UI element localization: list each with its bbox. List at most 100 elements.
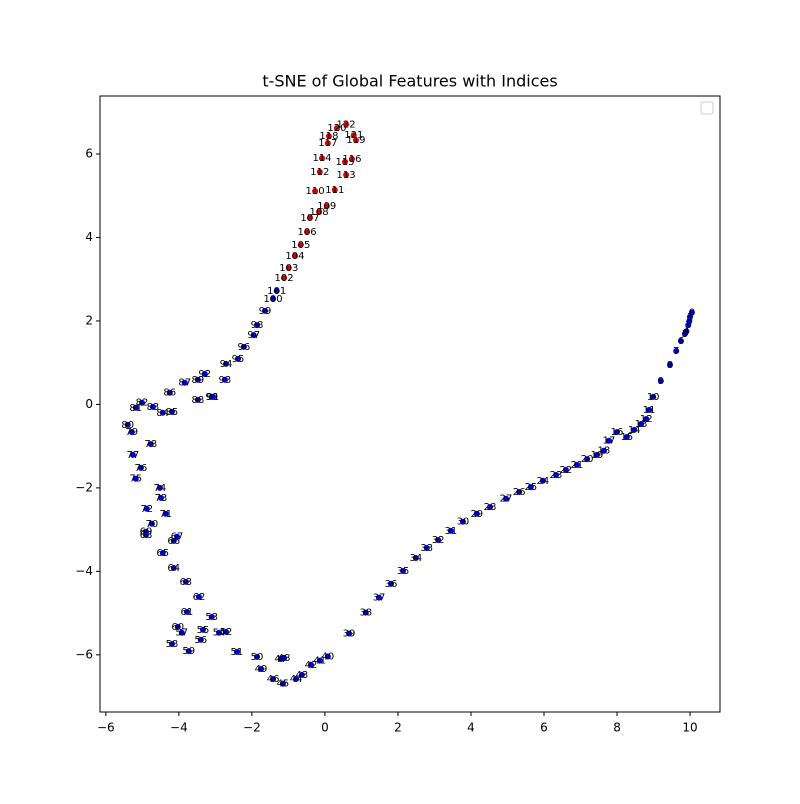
point (486, 504, 493, 511)
x-tick-label: 8 (613, 721, 621, 735)
point (222, 360, 229, 367)
point-label: 0 (689, 308, 695, 319)
point-label: 85 (166, 407, 179, 418)
point-label: 19 (591, 450, 604, 461)
point (319, 155, 326, 162)
point (168, 408, 175, 415)
point (342, 158, 349, 165)
point (316, 168, 323, 175)
point-label: 80 (121, 420, 134, 431)
point-label: 91 (206, 392, 219, 403)
point (459, 518, 466, 525)
point-label: 54 (213, 628, 226, 639)
point (149, 403, 156, 410)
point (181, 379, 188, 386)
point-label: 119 (346, 135, 365, 146)
point-label: 26 (513, 487, 526, 498)
point-label: 10 (647, 392, 660, 403)
point (137, 464, 144, 471)
point-label: 33 (420, 543, 433, 554)
point (254, 322, 261, 329)
point (352, 137, 359, 144)
point-label: 86 (163, 388, 176, 399)
point-label: 51 (231, 647, 244, 658)
point-label: 42 (305, 660, 318, 671)
point-label: 25 (524, 482, 537, 493)
point (553, 471, 560, 478)
point-label: 65 (156, 548, 169, 559)
point (250, 332, 257, 339)
point-label: 106 (297, 227, 316, 238)
point (584, 456, 591, 463)
point (323, 203, 330, 210)
point (258, 666, 265, 673)
point-label: 8 (667, 360, 673, 371)
point (435, 537, 442, 544)
point-label: 113 (337, 170, 356, 181)
point-label: 21 (570, 460, 583, 471)
point-label: 28 (484, 502, 497, 513)
point (138, 399, 145, 406)
point-label: 108 (310, 207, 329, 218)
point-label: 35 (397, 566, 410, 577)
point-label: 78 (144, 439, 157, 450)
point (270, 676, 277, 683)
point-label: 61 (181, 607, 194, 618)
point-label: 93 (219, 375, 232, 386)
point-label: 44 (290, 674, 303, 685)
point-label: 56 (194, 635, 207, 646)
point (208, 613, 215, 620)
point (156, 484, 163, 491)
point (388, 580, 395, 587)
x-tick-label: −2 (243, 721, 261, 735)
point (240, 343, 247, 350)
point-label: 41 (313, 656, 326, 667)
point (281, 655, 288, 662)
x-tick-label: −4 (170, 721, 188, 735)
point (143, 505, 150, 512)
point-label: 22 (560, 465, 573, 476)
point-label: 3 (685, 320, 691, 331)
point (316, 209, 323, 216)
point (183, 608, 190, 615)
point (312, 188, 319, 195)
point-label: 98 (251, 320, 264, 331)
point (285, 264, 292, 271)
point (343, 171, 350, 178)
point-label: 48 (278, 653, 291, 664)
point-label: 58 (166, 639, 179, 650)
point (298, 671, 305, 678)
point-label: 57 (175, 628, 188, 639)
point-label: 101 (267, 286, 286, 297)
y-tick-label: 4 (85, 230, 93, 244)
point-label: 62 (193, 592, 206, 603)
point-label: 29 (470, 509, 483, 520)
point-label: 11 (643, 405, 656, 416)
point-label: 68 (140, 530, 153, 541)
point (128, 428, 135, 435)
point (673, 347, 680, 354)
point-label: 30 (457, 517, 470, 528)
point (346, 630, 353, 637)
point-label: 75 (129, 474, 142, 485)
point (573, 461, 580, 468)
point-label: 69 (140, 527, 153, 538)
legend (700, 101, 714, 115)
point (254, 653, 261, 660)
point-label: 88 (191, 395, 204, 406)
point-label: 53 (205, 612, 218, 623)
point-label: 43 (296, 670, 309, 681)
point-label: 47 (274, 654, 287, 665)
point (147, 441, 154, 448)
point-label: 14 (628, 425, 641, 436)
point (308, 661, 315, 668)
point-label: 64 (167, 563, 180, 574)
point (527, 484, 534, 491)
x-tick-label: 10 (682, 721, 697, 735)
point (646, 406, 653, 413)
point (324, 140, 331, 147)
point (273, 287, 280, 294)
point-label: 96 (237, 342, 250, 353)
point-label: 59 (182, 646, 195, 657)
chart-title: t-SNE of Global Features with Indices (262, 72, 557, 91)
